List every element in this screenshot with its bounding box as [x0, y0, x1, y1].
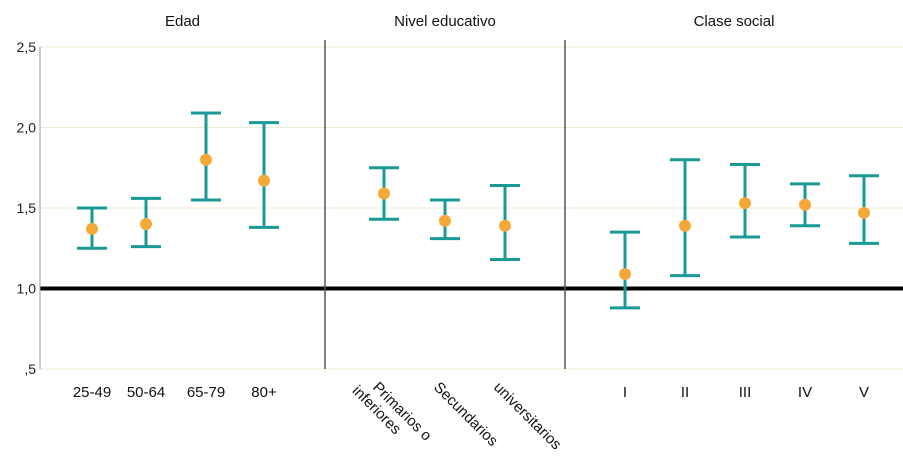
error-bar: [77, 206, 107, 250]
panel-title: Nivel educativo: [394, 13, 496, 30]
error-bar: [670, 158, 700, 278]
x-tick-label: 25-49: [73, 384, 111, 401]
error-bar: [191, 111, 221, 202]
error-bar: [430, 198, 460, 241]
estimate-point: [499, 219, 511, 232]
y-tick-label: 1,0: [17, 281, 37, 297]
estimate-point: [200, 153, 212, 166]
x-tick-label: 80+: [251, 384, 277, 401]
panel-dividers: [324, 40, 566, 369]
estimate-point: [258, 174, 270, 187]
y-tick-label: 1,5: [17, 200, 37, 216]
error-bar: [369, 166, 399, 221]
error-bars: [77, 111, 879, 310]
estimate-point: [619, 268, 631, 281]
x-tick-label: 65-79: [187, 384, 225, 401]
error-bar: [610, 230, 640, 310]
y-tick-label: ,5: [24, 361, 36, 377]
error-bar: [131, 196, 161, 249]
x-tick-label: IV: [798, 384, 812, 401]
estimate-point: [679, 219, 691, 232]
x-tick-label: II: [681, 384, 689, 401]
estimate-point: [858, 206, 870, 219]
estimate-point: [140, 218, 152, 231]
estimate-point: [439, 214, 451, 227]
y-axis: ,5 1,0 1,5 2,0 2,5: [17, 39, 41, 377]
error-bar: [730, 163, 760, 239]
panel-title: Clase social: [694, 13, 775, 30]
x-tick-label: 50-64: [127, 384, 165, 401]
estimate-point: [739, 197, 751, 210]
estimate-point: [378, 187, 390, 200]
x-tick-label: universitarios: [490, 379, 565, 454]
estimate-point: [799, 198, 811, 211]
x-axis-labels: 25-49 50-64 65-79 80+ Primarios oinferiores S…: [73, 370, 869, 456]
estimate-point: [86, 222, 98, 235]
error-bar: [249, 121, 279, 229]
y-tick-label: 2,5: [17, 39, 37, 55]
gridlines: [40, 46, 903, 370]
x-tick-label: I: [623, 384, 627, 401]
error-bar: [849, 174, 879, 245]
panel-title: Edad: [165, 13, 200, 30]
x-tick-label: III: [739, 384, 752, 401]
y-tick-label: 2,0: [17, 120, 37, 136]
x-tick-label: V: [859, 384, 869, 401]
error-bar: [790, 182, 820, 228]
x-tick-label: Primarios oinferiores: [349, 370, 435, 456]
error-bar: [490, 183, 520, 262]
panel-titles: Edad Nivel educativo Clase social: [165, 13, 774, 30]
